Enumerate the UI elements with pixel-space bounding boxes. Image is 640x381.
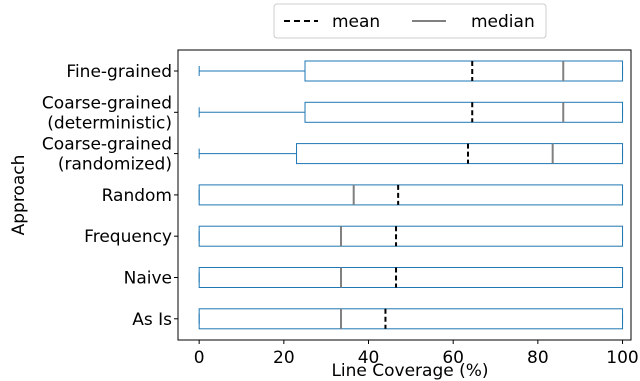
y-tick-label: (deterministic) — [47, 113, 172, 133]
iqr-box — [198, 308, 624, 330]
x-tick-label: 60 — [442, 348, 464, 368]
legend-frame — [273, 3, 547, 39]
box-row — [198, 308, 624, 330]
y-axis-ticks: Fine-grained Coarse-grained(deterministic… — [42, 62, 178, 330]
legend-mean-label: mean — [332, 12, 380, 32]
box-row — [198, 225, 624, 247]
x-tick-label: 100 — [606, 348, 638, 368]
box-row — [198, 143, 624, 165]
box-row — [198, 60, 624, 82]
y-tick-label: (randomized) — [58, 155, 172, 175]
y-tick-label: Coarse-grained — [42, 93, 172, 113]
x-tick-label: 20 — [273, 348, 295, 368]
iqr-box — [304, 60, 624, 82]
x-axis-label: Line Coverage (%) — [331, 361, 488, 381]
box-row — [198, 101, 624, 123]
y-tick-label: Frequency — [84, 227, 172, 247]
box-series — [198, 60, 624, 330]
box-row — [198, 184, 624, 206]
x-axis-ticks: 0 20 40 60 80 100 — [194, 340, 639, 368]
y-tick-label: Fine-grained — [66, 62, 172, 82]
legend-median-label: median — [471, 12, 535, 32]
y-axis-label: Approach — [9, 155, 29, 236]
legend: mean median — [273, 3, 547, 39]
iqr-box — [198, 267, 624, 288]
box-row — [198, 267, 624, 288]
x-tick-label: 80 — [527, 348, 549, 368]
iqr-box — [198, 225, 624, 247]
y-tick-label: As Is — [132, 310, 172, 330]
y-tick-label: Coarse-grained — [42, 135, 172, 155]
x-tick-label: 40 — [358, 348, 380, 368]
iqr-box — [198, 184, 624, 206]
plot-area — [177, 49, 632, 341]
y-tick-label: Random — [102, 186, 172, 206]
y-tick-label: Naive — [124, 269, 172, 289]
iqr-box — [296, 143, 624, 165]
iqr-box — [304, 101, 624, 123]
x-tick-label: 0 — [194, 348, 205, 368]
